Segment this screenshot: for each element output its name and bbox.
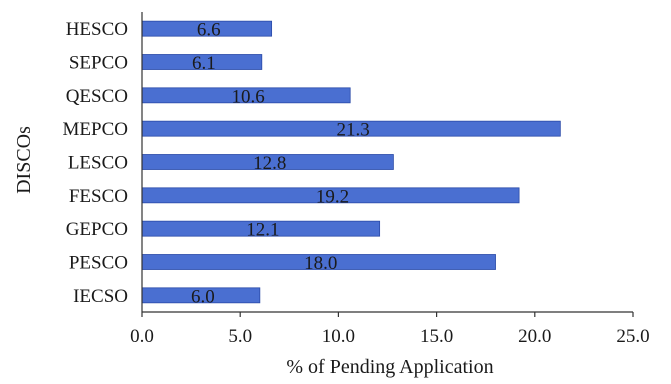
data-label-hesco: 6.6	[197, 20, 221, 41]
category-label-fesco: FESCO	[69, 186, 128, 207]
data-label-fesco: 19.2	[316, 186, 349, 207]
category-label-gepco: GEPCO	[66, 219, 128, 240]
x-tick-label-3: 15.0	[420, 326, 453, 347]
category-label-qesco: QESCO	[66, 86, 128, 107]
category-label-hesco: HESCO	[66, 19, 128, 40]
category-label-pesco: PESCO	[69, 253, 128, 274]
data-label-lesco: 12.8	[253, 153, 286, 174]
x-tick-label-4: 20.0	[518, 326, 551, 347]
category-label-iecso: IECSO	[73, 286, 128, 307]
x-tick-label-0: 0.0	[130, 326, 154, 347]
data-label-gepco: 12.1	[246, 220, 279, 241]
x-tick-label-2: 10.0	[322, 326, 355, 347]
data-label-sepco: 6.1	[192, 53, 216, 74]
category-label-mepco: MEPCO	[63, 119, 128, 140]
data-label-iecso: 6.0	[191, 286, 215, 307]
y-axis-title: DISCOs	[13, 126, 35, 194]
category-label-lesco: LESCO	[68, 153, 128, 174]
data-label-qesco: 10.6	[231, 86, 264, 107]
data-label-pesco: 18.0	[304, 253, 337, 274]
category-label-sepco: SEPCO	[69, 53, 128, 74]
x-tick-label-1: 5.0	[228, 326, 252, 347]
x-axis-title: % of Pending Application	[286, 356, 493, 378]
x-tick-label-5: 25.0	[616, 326, 649, 347]
data-label-mepco: 21.3	[337, 120, 370, 141]
